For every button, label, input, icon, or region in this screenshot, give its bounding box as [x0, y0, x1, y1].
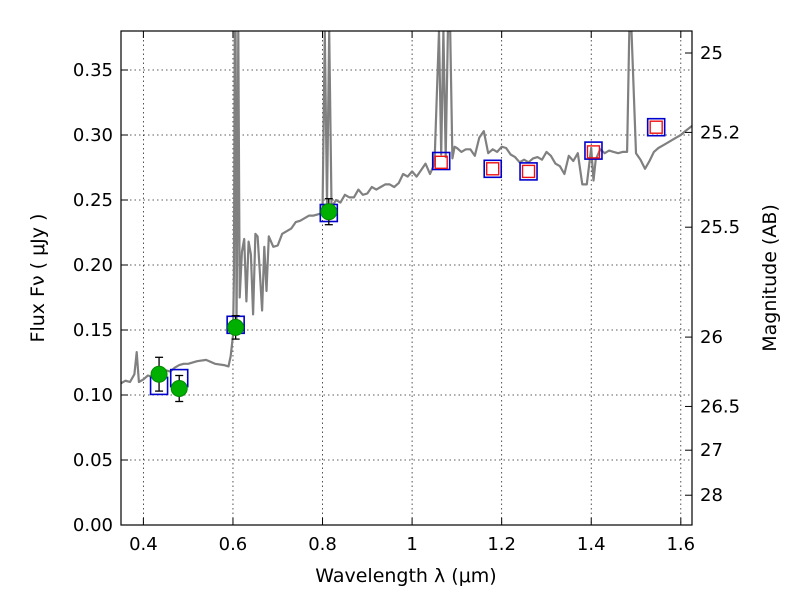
model-square-marker [519, 162, 538, 181]
y2-tick-label: 27 [700, 440, 723, 461]
y-tick-label: 0.05 [73, 450, 113, 471]
plot-frame [120, 30, 693, 526]
y-axis-label: Flux Fν ( μJy ) [27, 214, 49, 343]
observed-point [150, 365, 168, 383]
y2-tick-label: 25.5 [700, 217, 740, 238]
y-tick-label: 0.10 [73, 385, 113, 406]
x-axis: 0.4 0.6 0.8 1 1.2 1.4 1.6 [129, 31, 695, 555]
x-tick-label: 1.6 [666, 534, 695, 555]
y2-axis-label: Magnitude (AB) [759, 204, 781, 352]
y2-tick-label: 28 [700, 485, 723, 506]
model-square-marker [584, 141, 603, 160]
x-tick-label: 0.8 [308, 534, 337, 555]
x-tick-label: 0.6 [219, 534, 248, 555]
y-tick-label: 0.25 [73, 190, 113, 211]
x-tick-label: 1.2 [487, 534, 516, 555]
model-square-marker [646, 117, 666, 137]
observed-point [170, 380, 188, 397]
y2-tick-label: 25 [700, 43, 723, 64]
y-tick-label: 0.15 [73, 320, 113, 341]
x-tick-label: 1.4 [577, 534, 606, 555]
x-axis-label: Wavelength λ (μm) [315, 565, 496, 587]
template-spectrum-line [121, 31, 692, 385]
red-square-marker [486, 162, 500, 176]
y2-tick-label: 26 [700, 327, 723, 348]
y-tick-label: 0.35 [73, 60, 113, 81]
red-square-marker [521, 164, 536, 179]
y-axis: 0.00 0.05 0.10 0.15 0.20 0.25 0.30 0.35 [73, 60, 128, 536]
x-tick-label: 0.4 [129, 534, 158, 555]
red-square-marker [649, 120, 663, 134]
y-tick-label: 0.30 [73, 125, 113, 146]
observed-point [227, 318, 245, 336]
x-tick-label: 1 [406, 534, 417, 555]
model-square-marker [483, 159, 503, 179]
y-tick-label: 0.00 [73, 515, 113, 536]
observed-point [320, 203, 338, 221]
y2-axis: 25 25.2 25.5 26 26.5 27 28 [685, 43, 740, 506]
marker-layer [149, 117, 666, 403]
grid [121, 31, 692, 526]
y-tick-label: 0.20 [73, 255, 113, 276]
template-spectrum-layer [121, 31, 692, 385]
y2-tick-label: 26.5 [700, 396, 740, 417]
y2-tick-label: 25.2 [700, 122, 740, 143]
red-square-marker [586, 145, 601, 159]
red-square-marker [434, 155, 448, 170]
model-square-marker [431, 151, 451, 171]
